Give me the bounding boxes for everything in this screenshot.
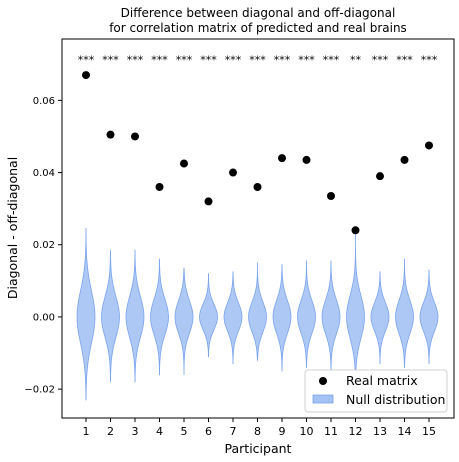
point-11: [327, 192, 335, 201]
significance-10: ***: [298, 54, 315, 67]
x-tick-label: 12: [349, 425, 363, 438]
violin-8: [248, 262, 267, 361]
y-tick-label: 0.04: [33, 168, 55, 179]
x-tick-label: 5: [181, 425, 188, 438]
violin-11: [321, 260, 341, 372]
null-distribution-violins: [76, 228, 439, 401]
y-axis-label: Diagonal - off-diagonal: [5, 157, 20, 299]
significance-8: ***: [249, 54, 266, 67]
violin-6: [199, 273, 218, 358]
point-5: [180, 159, 188, 168]
y-tick-label: 0.06: [33, 96, 55, 107]
violin-10: [297, 260, 316, 368]
significance-11: ***: [323, 54, 340, 67]
point-1: [82, 71, 90, 80]
point-10: [302, 155, 311, 164]
violin-15: [419, 269, 439, 365]
y-axis: −0.02 0.00 0.02 0.04 0.06: [24, 96, 62, 396]
point-6: [204, 197, 213, 206]
y-tick-label: 0.02: [33, 240, 55, 251]
x-tick-label: 11: [324, 425, 338, 438]
chart-title-line2: for correlation matrix of predicted and …: [109, 21, 407, 35]
violin-2: [101, 249, 120, 383]
point-2: [106, 130, 115, 139]
significance-markers: *** *** *** *** *** *** *** *** *** *** *** ** *** **…: [78, 54, 438, 67]
violin-9: [272, 264, 292, 372]
x-tick-label: 9: [279, 425, 286, 438]
x-tick-label: 1: [83, 425, 90, 438]
x-tick-label: 7: [230, 425, 237, 438]
violin-4: [150, 258, 169, 376]
significance-3: ***: [127, 54, 144, 67]
significance-7: ***: [225, 54, 242, 67]
significance-4: ***: [151, 54, 168, 67]
x-tick-label: 3: [132, 425, 139, 438]
significance-14: ***: [396, 54, 413, 67]
point-8: [253, 182, 262, 191]
significance-5: ***: [176, 54, 193, 67]
x-tick-label: 14: [398, 425, 412, 438]
significance-2: ***: [102, 54, 119, 67]
significance-9: ***: [274, 54, 291, 67]
violin-5: [174, 267, 194, 376]
significance-13: ***: [372, 54, 389, 67]
x-axis-label: Participant: [225, 441, 292, 456]
y-tick-label: −0.02: [24, 385, 55, 396]
violin-7: [223, 271, 243, 365]
significance-6: ***: [200, 54, 217, 67]
legend: Real matrix Null distribution: [304, 369, 448, 413]
x-tick-label: 15: [422, 425, 436, 438]
legend-null-distribution-swatch: [312, 394, 334, 404]
x-axis: 1 2 3 4 5 6 7 8 9 10 11 12 13 14 15: [83, 418, 436, 438]
y-tick-label: 0.00: [33, 312, 55, 323]
x-tick-label: 2: [107, 425, 114, 438]
significance-1: ***: [78, 54, 95, 67]
point-4: [155, 182, 164, 191]
point-7: [229, 168, 237, 177]
point-3: [131, 132, 139, 141]
chart-title-line1: Difference between diagonal and off-diag…: [121, 6, 396, 20]
violin-1: [76, 228, 96, 401]
x-tick-label: 13: [373, 425, 387, 438]
legend-box: [304, 369, 448, 413]
violin-3: [125, 249, 145, 383]
point-9: [278, 154, 286, 163]
violin-14: [395, 258, 414, 368]
point-15: [425, 141, 433, 150]
legend-null-distribution-label: Null distribution: [346, 392, 445, 407]
significance-12: **: [350, 54, 362, 67]
point-14: [400, 155, 409, 164]
real-matrix-points: [82, 71, 433, 235]
x-tick-label: 8: [254, 425, 261, 438]
violin-13: [370, 271, 390, 365]
legend-real-matrix-marker: [319, 377, 327, 385]
point-13: [376, 172, 384, 181]
significance-15: ***: [421, 54, 438, 67]
x-tick-label: 6: [205, 425, 212, 438]
x-tick-label: 4: [156, 425, 163, 438]
point-12: [351, 226, 360, 235]
legend-real-matrix-label: Real matrix: [346, 373, 418, 388]
x-tick-label: 10: [300, 425, 314, 438]
